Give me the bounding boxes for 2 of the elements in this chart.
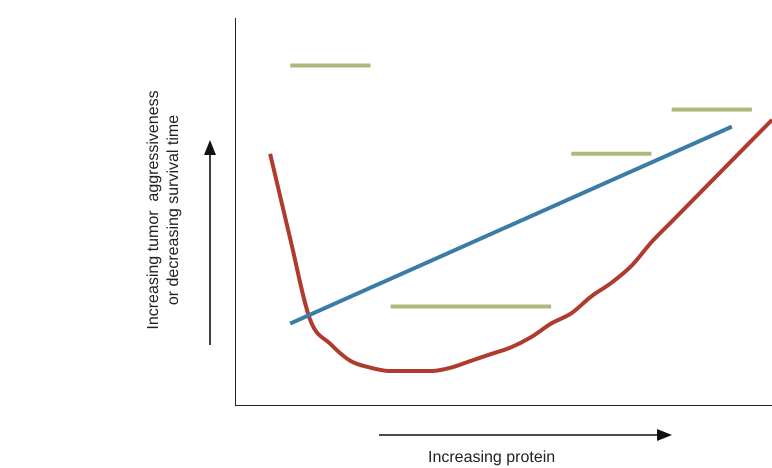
x-axis-title: Increasing protein bbox=[428, 449, 556, 467]
y-axis-title: Increasing tumor aggressiveness or decreasing survival time bbox=[144, 90, 183, 330]
